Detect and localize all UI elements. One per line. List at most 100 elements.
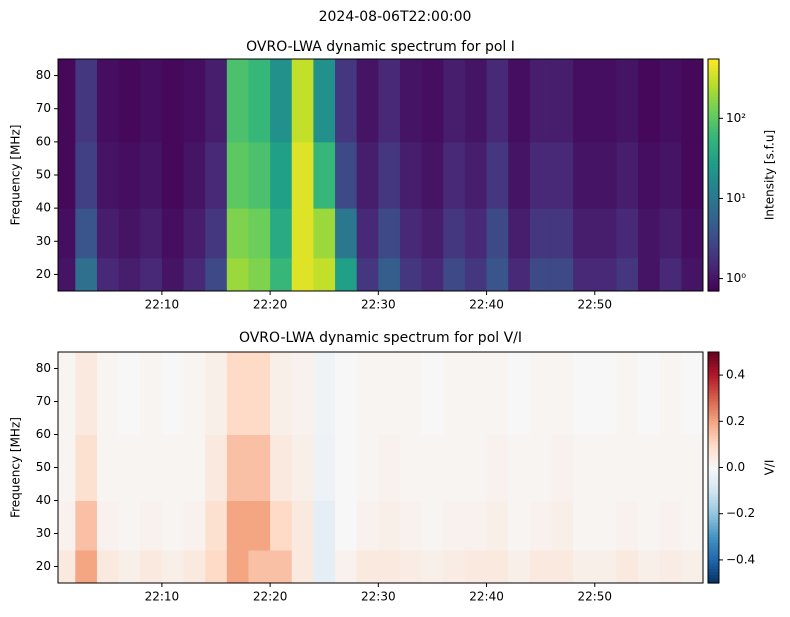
- cell: [248, 434, 271, 501]
- cell: [399, 257, 423, 291]
- cell: [421, 434, 444, 501]
- cell: [226, 59, 249, 143]
- colorbar-segment: [708, 493, 719, 497]
- cell: [399, 550, 423, 583]
- cell: [58, 550, 76, 583]
- colorbar-segment: [708, 212, 719, 217]
- cell: [183, 257, 206, 291]
- colorbar-segment: [708, 279, 719, 283]
- cell: [486, 500, 509, 551]
- cell: [399, 59, 423, 143]
- cell: [291, 208, 314, 259]
- colorbar-segment: [708, 288, 719, 292]
- cell: [248, 257, 271, 291]
- cell: [443, 208, 466, 259]
- colorbar-segment: [708, 61, 719, 66]
- cell: [96, 59, 120, 143]
- y-tick-label: 70: [36, 394, 51, 408]
- cell: [573, 208, 596, 259]
- cell: [659, 352, 682, 435]
- colorbar-segment: [708, 432, 719, 437]
- colorbar-segment: [708, 79, 719, 83]
- cell: [551, 500, 574, 551]
- cell: [226, 434, 249, 501]
- cell: [529, 141, 552, 209]
- colorbar-segment: [708, 415, 719, 420]
- colorbar-segment: [708, 354, 719, 359]
- colorbar-segment: [708, 264, 719, 269]
- cell: [378, 352, 401, 435]
- y-tick-label: 30: [36, 234, 51, 248]
- colorbar-segment: [708, 487, 719, 492]
- cell: [205, 59, 228, 143]
- x-tick-label: 22:40: [469, 298, 504, 312]
- cell: [335, 59, 358, 143]
- colorbar-segment: [708, 143, 719, 147]
- cell: [508, 352, 531, 435]
- colorbar-tick-label: 0.4: [726, 368, 745, 382]
- cell: [335, 500, 358, 551]
- cell: [161, 59, 185, 143]
- colorbar-segment: [708, 82, 719, 86]
- heatmap: [58, 59, 703, 291]
- colorbar-segment: [708, 377, 719, 382]
- cell: [75, 434, 98, 501]
- cell: [421, 59, 444, 143]
- cell: [356, 352, 379, 435]
- cell: [140, 352, 163, 435]
- cell: [421, 257, 444, 291]
- colorbar-segment: [708, 183, 719, 188]
- cell: [551, 257, 574, 291]
- x-tick-label: 22:20: [253, 298, 288, 312]
- colorbar-segment: [708, 502, 719, 506]
- colorbar-segment: [708, 372, 719, 376]
- colorbar-segment: [708, 406, 719, 411]
- colorbar-segment: [708, 224, 719, 228]
- cell: [443, 141, 466, 209]
- colorbar-segment: [708, 380, 719, 385]
- cell: [291, 141, 314, 209]
- cell: [443, 550, 466, 583]
- cell: [118, 500, 141, 551]
- x-tick-label: 22:30: [361, 298, 396, 312]
- cell: [681, 550, 703, 583]
- colorbar-segment: [708, 117, 719, 121]
- y-tick-label: 80: [36, 68, 51, 82]
- colorbar-segment: [708, 438, 719, 443]
- colorbar-segment: [708, 531, 719, 535]
- colorbar-segment: [708, 227, 719, 231]
- colorbar-segment: [708, 565, 719, 570]
- cell: [573, 59, 596, 143]
- colorbar-frame: [707, 58, 720, 292]
- cell: [205, 434, 228, 501]
- cell: [638, 59, 661, 143]
- cell: [205, 352, 228, 435]
- colorbar-segment: [708, 285, 719, 289]
- cell: [118, 550, 141, 583]
- colorbar-segment: [708, 175, 719, 179]
- cell: [183, 352, 206, 435]
- cell: [75, 141, 98, 209]
- cell: [140, 59, 163, 143]
- cell: [464, 59, 488, 143]
- cell: [96, 208, 120, 259]
- cell: [118, 434, 141, 501]
- cell: [58, 500, 76, 551]
- colorbar-segment: [708, 571, 719, 575]
- y-tick-label: 80: [36, 361, 51, 375]
- cell: [140, 257, 163, 291]
- cell: [443, 257, 466, 291]
- cell: [508, 208, 531, 259]
- colorbar-segment: [708, 435, 719, 440]
- cell: [573, 434, 596, 501]
- cell: [291, 352, 314, 435]
- cell: [313, 208, 336, 259]
- colorbar-segment: [708, 119, 719, 124]
- cell: [140, 550, 163, 583]
- cell: [486, 141, 509, 209]
- cell: [226, 550, 249, 583]
- cell: [399, 352, 423, 435]
- colorbar-segment: [708, 395, 719, 399]
- colorbar-segment: [708, 230, 719, 234]
